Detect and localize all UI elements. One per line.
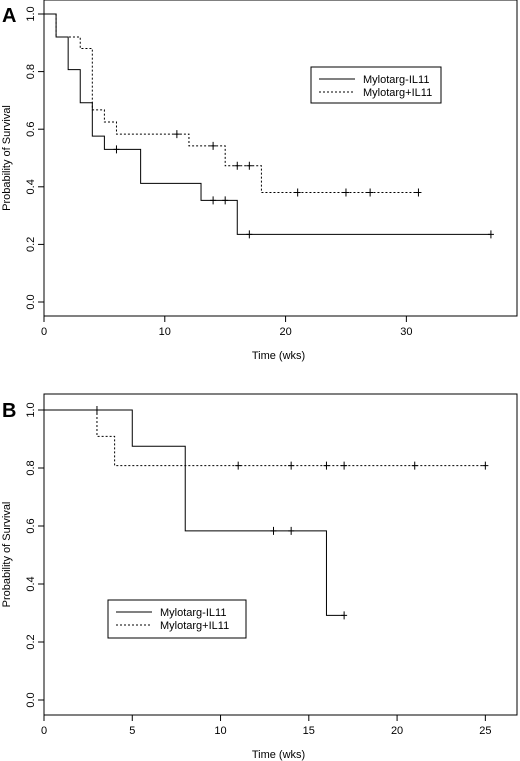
censor-mark xyxy=(487,230,494,239)
y-tick-label: 0.0 xyxy=(25,294,37,309)
x-tick-label: 10 xyxy=(214,725,226,737)
x-tick-label: 10 xyxy=(159,326,171,338)
x-tick-label: 5 xyxy=(129,725,135,737)
y-tick-label: 0.8 xyxy=(25,64,37,79)
censor-mark xyxy=(235,461,242,470)
x-tick-label: 0 xyxy=(41,326,47,338)
y-tick-label: 0.0 xyxy=(25,692,37,707)
censor-mark xyxy=(210,141,217,150)
censor-mark xyxy=(210,196,217,205)
censor-mark xyxy=(482,461,489,470)
x-tick-label: 20 xyxy=(391,725,403,737)
censor-mark xyxy=(93,406,100,414)
censor-mark xyxy=(246,230,253,239)
plot-frame xyxy=(43,0,518,317)
censor-mark xyxy=(342,188,349,197)
censor-mark xyxy=(246,161,253,170)
legend-box xyxy=(107,599,247,639)
x-tick-label: 15 xyxy=(303,725,315,737)
censor-mark xyxy=(341,461,348,470)
censor-mark xyxy=(411,461,418,470)
legend-label: Mylotarg-IL11 xyxy=(160,607,226,619)
censor-mark xyxy=(222,196,229,205)
panel-a: A 0 10 20 30 0.0 0.2 0.4 0.6 0.8 1.0 Time (wks) Prob… xyxy=(1,0,518,362)
y-tick-label: 0.4 xyxy=(25,179,37,194)
y-tick-label: 0.6 xyxy=(25,122,37,137)
censor-mark xyxy=(367,188,374,197)
panel-label: A xyxy=(2,5,16,27)
x-tick-label: 0 xyxy=(41,725,47,737)
legend-label: Mylotarg+IL11 xyxy=(160,620,229,632)
censor-mark xyxy=(173,130,180,139)
x-axis-label: Time (wks) xyxy=(252,749,305,761)
y-tick-label: 1.0 xyxy=(25,402,37,417)
y-tick-label: 1.0 xyxy=(25,6,37,21)
censor-mark xyxy=(294,188,301,197)
plot-frame xyxy=(43,393,518,716)
censor-mark xyxy=(341,611,348,620)
y-tick-label: 0.8 xyxy=(25,460,37,475)
censor-mark xyxy=(288,461,295,470)
censor-mark xyxy=(113,145,120,154)
y-tick-label: 0.4 xyxy=(25,576,37,591)
series-line-plus-il11 xyxy=(44,409,486,467)
y-tick-label: 0.6 xyxy=(25,518,37,533)
series-line-minus-il11 xyxy=(44,409,345,616)
censor-mark xyxy=(415,188,422,197)
censor-mark xyxy=(270,526,277,535)
series-line-minus-il11 xyxy=(44,13,491,235)
y-axis-label: Probability of Survival xyxy=(1,105,13,211)
y-tick-label: 0.2 xyxy=(25,237,37,252)
legend-label: Mylotarg+IL11 xyxy=(363,87,432,99)
legend-box xyxy=(310,66,442,104)
censor-mark xyxy=(323,461,330,470)
panel-label: B xyxy=(2,400,16,422)
x-tick-label: 30 xyxy=(400,326,412,338)
y-axis-label: Probability of Survival xyxy=(1,502,13,608)
x-tick-label: 25 xyxy=(479,725,491,737)
legend-label: Mylotarg-IL11 xyxy=(363,74,429,86)
censor-mark xyxy=(288,526,295,535)
panel-b: B 0 5 10 15 20 25 0.0 0.2 0.4 0.6 0.8 1.0 Time (wks) P… xyxy=(1,393,518,761)
censor-mark xyxy=(234,161,241,170)
y-tick-label: 0.2 xyxy=(25,634,37,649)
x-tick-label: 20 xyxy=(279,326,291,338)
x-axis-label: Time (wks) xyxy=(252,350,305,362)
